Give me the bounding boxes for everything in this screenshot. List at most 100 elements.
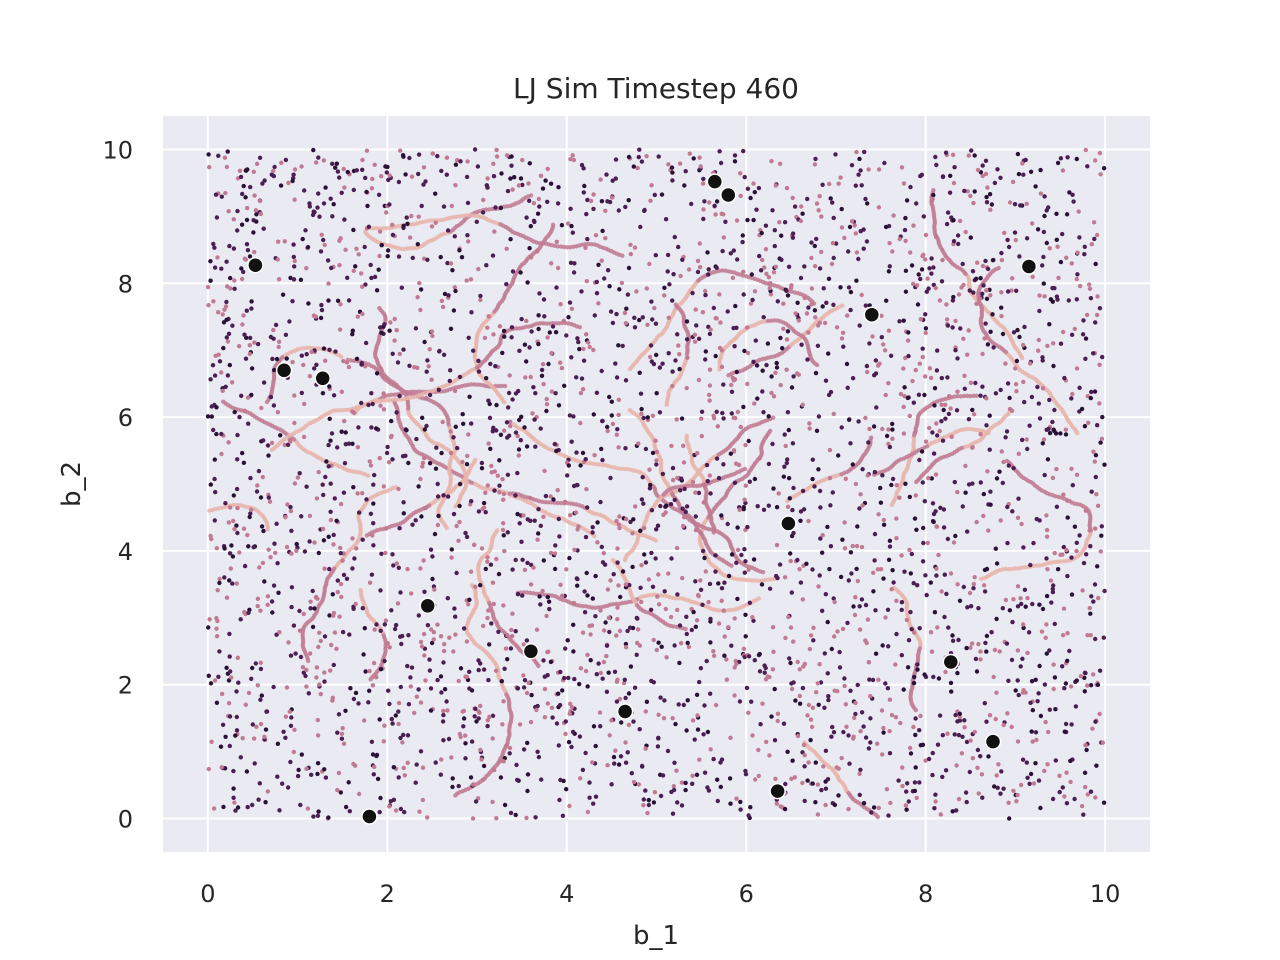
light-particle bbox=[708, 491, 713, 496]
light-particle bbox=[445, 596, 450, 601]
light-particle bbox=[990, 312, 995, 317]
light-particle bbox=[912, 516, 918, 521]
light-particle bbox=[328, 668, 333, 673]
light-particle bbox=[587, 780, 592, 785]
light-particle bbox=[723, 219, 728, 224]
light-particle bbox=[356, 252, 361, 257]
light-particle bbox=[784, 337, 790, 342]
light-particle bbox=[696, 336, 702, 341]
trail-point bbox=[334, 408, 339, 413]
light-particle bbox=[701, 216, 706, 222]
trail-point bbox=[586, 241, 591, 247]
light-particle bbox=[878, 500, 884, 505]
light-particle bbox=[542, 314, 547, 319]
light-particle bbox=[940, 257, 945, 263]
light-particle bbox=[354, 546, 359, 551]
light-particle bbox=[1060, 633, 1066, 638]
light-particle bbox=[742, 174, 747, 180]
light-particle bbox=[1018, 203, 1023, 208]
light-particle bbox=[1098, 172, 1103, 177]
light-particle bbox=[1045, 343, 1050, 349]
light-particle bbox=[682, 486, 687, 492]
light-particle bbox=[784, 367, 789, 372]
light-particle bbox=[953, 318, 958, 324]
light-particle bbox=[1065, 631, 1070, 636]
light-particle bbox=[638, 528, 643, 533]
light-particle bbox=[952, 732, 957, 737]
light-particle bbox=[616, 208, 621, 213]
light-particle bbox=[397, 351, 402, 357]
light-particle bbox=[283, 515, 288, 520]
light-particle bbox=[245, 532, 250, 538]
light-particle bbox=[275, 257, 280, 262]
light-particle bbox=[1040, 606, 1046, 612]
light-particle bbox=[400, 740, 405, 745]
light-particle bbox=[823, 802, 828, 808]
light-particle bbox=[292, 393, 297, 398]
light-particle bbox=[971, 581, 976, 587]
light-particle bbox=[457, 248, 462, 253]
light-particle bbox=[208, 259, 213, 264]
light-particle bbox=[583, 245, 588, 250]
light-particle bbox=[606, 670, 611, 675]
light-particle bbox=[442, 642, 447, 647]
trail-point bbox=[499, 383, 505, 389]
light-particle bbox=[871, 805, 877, 810]
light-particle bbox=[463, 530, 468, 536]
light-particle bbox=[654, 391, 659, 396]
light-particle bbox=[931, 674, 936, 680]
light-particle bbox=[275, 774, 280, 779]
light-particle bbox=[605, 587, 611, 592]
light-particle bbox=[286, 180, 291, 186]
light-particle bbox=[965, 352, 970, 357]
light-particle bbox=[778, 335, 783, 341]
light-particle bbox=[998, 175, 1003, 180]
light-particle bbox=[449, 547, 454, 552]
light-particle bbox=[338, 545, 343, 551]
light-particle bbox=[913, 367, 918, 373]
light-particle bbox=[600, 418, 605, 424]
light-particle bbox=[870, 334, 875, 339]
light-particle bbox=[941, 407, 946, 413]
light-particle bbox=[332, 630, 338, 635]
light-particle bbox=[453, 632, 458, 637]
light-particle bbox=[234, 689, 239, 694]
light-particle bbox=[547, 330, 552, 335]
light-particle bbox=[381, 484, 386, 489]
light-particle bbox=[340, 726, 345, 731]
light-particle bbox=[351, 696, 357, 702]
light-particle bbox=[951, 239, 957, 244]
light-particle bbox=[665, 269, 670, 274]
light-particle bbox=[961, 336, 966, 341]
light-particle bbox=[800, 597, 805, 602]
light-particle bbox=[869, 810, 874, 815]
light-particle bbox=[406, 633, 411, 638]
light-particle bbox=[542, 686, 548, 692]
light-particle bbox=[466, 239, 471, 244]
light-particle bbox=[924, 592, 929, 598]
light-particle bbox=[985, 469, 990, 474]
light-particle bbox=[312, 540, 317, 545]
light-particle bbox=[1010, 179, 1016, 185]
light-particle bbox=[662, 589, 667, 594]
light-particle bbox=[591, 192, 596, 197]
light-particle bbox=[738, 807, 743, 812]
light-particle bbox=[544, 396, 549, 402]
light-particle bbox=[932, 806, 937, 811]
light-particle bbox=[654, 527, 659, 532]
light-particle bbox=[970, 445, 975, 450]
light-particle bbox=[692, 339, 698, 344]
light-particle bbox=[668, 502, 674, 507]
light-particle bbox=[984, 396, 989, 401]
light-particle bbox=[1046, 426, 1051, 432]
light-particle bbox=[782, 575, 788, 580]
light-particle bbox=[254, 161, 260, 166]
light-particle bbox=[453, 162, 459, 167]
light-particle bbox=[894, 483, 899, 488]
light-particle bbox=[599, 368, 604, 374]
light-particle bbox=[849, 163, 855, 168]
light-particle bbox=[231, 786, 236, 791]
light-particle bbox=[877, 361, 882, 366]
light-particle bbox=[494, 816, 499, 821]
light-particle bbox=[632, 315, 637, 320]
